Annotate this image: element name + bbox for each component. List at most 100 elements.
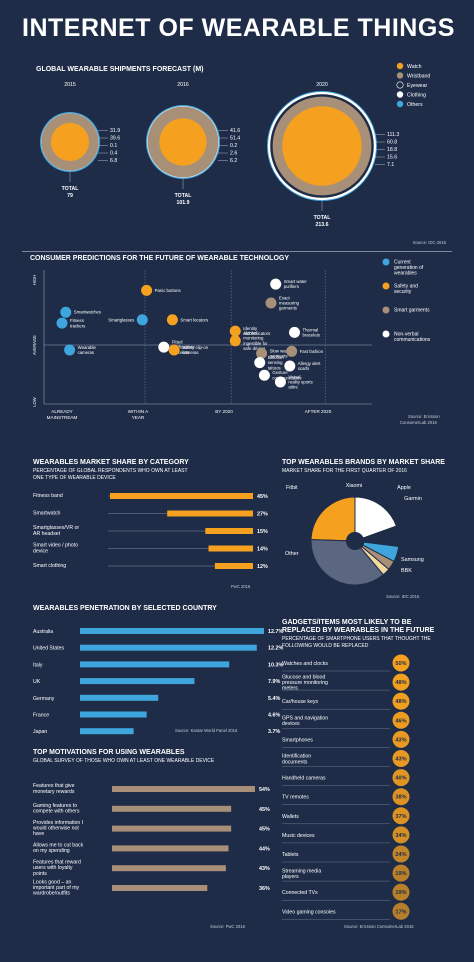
value-label: 10.3%: [268, 662, 283, 668]
value-circle: [392, 807, 410, 825]
predictions-title: CONSUMER PREDICTIONS FOR THE FUTURE OF W…: [30, 255, 289, 262]
point-label: monitoring: [243, 336, 264, 341]
value-label-2016-2: 0.2: [230, 143, 237, 149]
value-label: 3.7%: [268, 729, 280, 735]
predictions-source-2: ConsumerLab 2016: [400, 420, 437, 425]
value-label-2015-1: 39.6: [110, 136, 120, 142]
slice-other: [310, 539, 384, 586]
y-axis-label-average: AVERAGE: [32, 335, 37, 355]
legend-swatch-eyewear: [396, 81, 404, 89]
legend-swatch-pred: [382, 306, 390, 314]
legend-label-others: Others: [407, 102, 423, 108]
item-label: players: [282, 874, 299, 880]
bar-japan: [80, 728, 134, 735]
motivation-label: on my spending: [33, 848, 70, 854]
point-label: ingestible for: [243, 341, 268, 346]
value-label-2015-4: 6.8: [110, 158, 117, 164]
country-label: Italy: [33, 662, 43, 668]
value-label: 24%: [395, 852, 406, 858]
point-smart-locators: [166, 314, 178, 326]
value-label: 34%: [395, 833, 406, 839]
point-wearable-cameras: [64, 344, 76, 356]
donut-hole: [346, 532, 364, 550]
point-gesture-communicators: [258, 369, 270, 381]
total-label-2015: TOTAL: [62, 186, 80, 192]
brands-source: Source: IDC 2016: [386, 594, 420, 599]
point-label: tattoos: [268, 365, 281, 370]
value-label-2015-0: 31.9: [110, 128, 120, 134]
value-label-2015-2: 0.1: [110, 143, 117, 149]
legend-label-pred: Smart garments: [394, 308, 430, 314]
share-category-subtitle-2: ONE TYPE OF WEARABLE DEVICE: [33, 475, 116, 481]
point-label: Safety clip-on: [182, 345, 209, 350]
bar-smart-clothing: [214, 563, 253, 569]
bar-united-states: [80, 644, 257, 651]
point-emotion-sensing-tattoos: [254, 357, 266, 369]
value-label: 43%: [395, 757, 406, 763]
motivation-label: Provides information I: [33, 820, 83, 826]
year-label-2015: 2015: [64, 82, 76, 88]
value-label: 12.7%: [268, 629, 283, 635]
item-label: Streaming media: [282, 868, 321, 874]
bar-motivation: [112, 885, 208, 891]
point-label: bracelets: [303, 333, 320, 338]
item-label: pressure monitoring: [282, 680, 328, 686]
motivation-label: Features that give: [33, 783, 75, 789]
legend-swatch-clothing: [396, 91, 404, 98]
ring-2020-watch: [282, 106, 362, 186]
item-label: Identification: [282, 754, 311, 760]
point-label: Panic buttons: [155, 288, 181, 293]
value-label-2020-3: 15.6: [387, 155, 397, 161]
item-label: documents: [282, 759, 308, 765]
legend-label-pred: security: [394, 289, 412, 295]
point-label: safe driving: [243, 346, 266, 351]
replaced-source: Source: Ericsson ConsumerLab 2016: [344, 924, 414, 929]
value-label: 37%: [395, 814, 406, 820]
value-label: 48%: [395, 699, 406, 705]
motivation-label: compete with others: [33, 809, 80, 815]
value-circle: [392, 711, 410, 729]
value-label: 5.4%: [268, 696, 280, 702]
legend-swatch-pred: [382, 330, 390, 338]
y-axis-label-high: HIGH: [32, 275, 37, 285]
point-label: Smartglasses: [108, 317, 134, 322]
category-label: device: [33, 548, 48, 554]
replaced-subtitle-2: FOLLOWING WOULD BE REPLACED: [282, 643, 369, 649]
motivation-label: Features that reward: [33, 860, 81, 866]
value-label: 12.2%: [268, 646, 283, 652]
brand-label-other: Other: [285, 551, 299, 557]
legend-swatch-pred: [382, 282, 390, 290]
point-smartwatches: [60, 306, 72, 318]
country-label: France: [33, 713, 49, 719]
brand-label-fitbit: Fitbit: [286, 485, 298, 491]
point-label: Thermal: [303, 327, 319, 332]
bar-italy: [80, 661, 230, 668]
penetration-source: Source: Kantar World Panel 2016: [175, 728, 238, 733]
item-label: GPS and navigation: [282, 716, 328, 722]
point-label: scarfs: [298, 366, 309, 371]
page-title: INTERNET OF WEARABLE THINGS: [22, 14, 455, 42]
divider: [22, 251, 452, 252]
category-label: Fitness band: [33, 493, 63, 499]
replaced-title-2: REPLACED BY WEARABLES IN THE FUTURE: [282, 627, 435, 634]
brand-label-garmin: Garmin: [404, 496, 422, 502]
bar-smart-video-photo-device: [208, 545, 253, 552]
x-axis-label: AFTER 2020: [305, 409, 332, 414]
value-label: 43%: [395, 737, 406, 743]
value-label-2020-2: 18.8: [387, 147, 397, 153]
value-label: 36%: [259, 886, 270, 892]
point-label: authenticators: [243, 331, 270, 336]
value-label: 45%: [259, 807, 270, 813]
value-label-2020-0: 111.3: [387, 132, 399, 138]
point-label: reality sports: [288, 379, 312, 384]
item-label: Wallets: [282, 814, 299, 820]
motivation-label: wardrobe/outfits: [33, 891, 70, 897]
point-thermal-bracelets: [289, 326, 300, 338]
value-circle: [392, 654, 410, 672]
legend-label-pred: Current: [394, 260, 411, 266]
value-circle: [392, 769, 410, 787]
value-label-2015-3: 0.4: [110, 151, 117, 157]
ring-2016-watch: [159, 118, 207, 166]
category-label: AR headset: [33, 531, 61, 537]
